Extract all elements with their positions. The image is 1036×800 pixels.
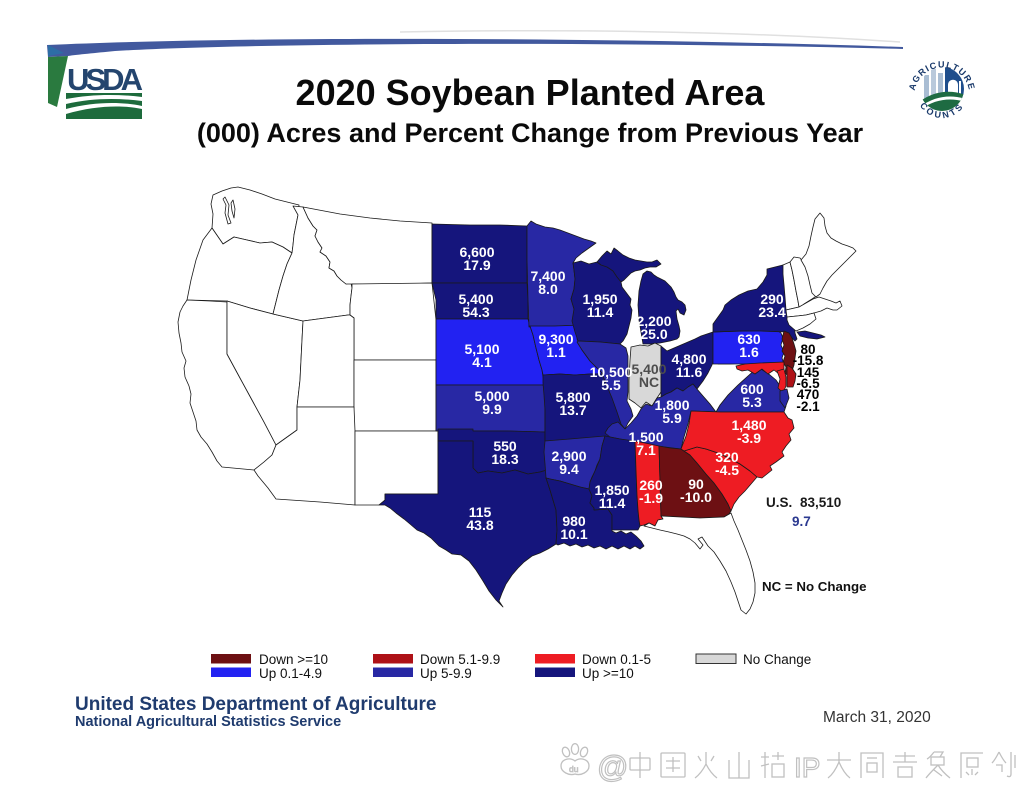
svg-text:-3.9: -3.9	[737, 430, 761, 446]
svg-text:9,300: 9,300	[538, 331, 573, 347]
svg-text:5.3: 5.3	[742, 394, 762, 410]
svg-text:National Agricultural Statisti: National Agricultural Statistics Service	[75, 714, 341, 730]
svg-text:USDA: USDA	[67, 62, 143, 97]
svg-text:Up 0.1-4.9: Up 0.1-4.9	[259, 666, 322, 681]
svg-text:11.6: 11.6	[676, 364, 703, 380]
svg-text:8.0: 8.0	[538, 281, 558, 297]
svg-text:Down 5.1-9.9: Down 5.1-9.9	[420, 652, 500, 667]
svg-text:Down >=10: Down >=10	[259, 652, 328, 667]
svg-text:NC: NC	[639, 374, 659, 390]
svg-text:Up 5-9.9: Up 5-9.9	[420, 666, 472, 681]
svg-text:2,200: 2,200	[636, 313, 671, 329]
svg-text:980: 980	[562, 513, 586, 529]
svg-text:9.4: 9.4	[559, 461, 579, 477]
svg-text:290: 290	[760, 291, 784, 307]
svg-text:2020 Soybean Planted Area: 2020 Soybean Planted Area	[296, 72, 766, 113]
svg-text:6,600: 6,600	[459, 244, 494, 260]
svg-text:600: 600	[740, 381, 764, 397]
svg-text:630: 630	[737, 331, 761, 347]
svg-text:United States Department of Ag: United States Department of Agriculture	[75, 694, 436, 715]
svg-text:470: 470	[797, 387, 820, 402]
svg-text:du: du	[569, 764, 579, 774]
svg-text:54.3: 54.3	[462, 304, 489, 320]
svg-text:-15.8: -15.8	[793, 353, 824, 368]
svg-text:260: 260	[639, 477, 663, 493]
svg-text:5,000: 5,000	[474, 388, 509, 404]
svg-text:Up >=10: Up >=10	[582, 666, 634, 681]
svg-text:90: 90	[688, 476, 704, 492]
svg-text:11.4: 11.4	[599, 495, 626, 511]
svg-text:-1.9: -1.9	[639, 490, 663, 506]
svg-text:1,480: 1,480	[731, 417, 766, 433]
svg-text:1,800: 1,800	[654, 397, 689, 413]
svg-text:No Change: No Change	[743, 652, 811, 667]
svg-text:@: @	[597, 749, 628, 784]
svg-text:9.7: 9.7	[792, 514, 811, 529]
svg-text:5,400: 5,400	[631, 361, 666, 377]
svg-text:-2.1: -2.1	[796, 399, 820, 414]
svg-text:10.1: 10.1	[560, 526, 587, 542]
svg-text:1.1: 1.1	[546, 344, 566, 360]
svg-text:43.8: 43.8	[466, 517, 493, 533]
svg-text:5,400: 5,400	[458, 291, 493, 307]
svg-text:-4.5: -4.5	[715, 462, 739, 478]
svg-text:10,500: 10,500	[590, 364, 633, 380]
svg-text:-6.5: -6.5	[796, 376, 820, 391]
svg-text:1,850: 1,850	[594, 482, 629, 498]
svg-text:Down 0.1-5: Down 0.1-5	[582, 652, 651, 667]
svg-text:9.9: 9.9	[482, 401, 502, 417]
svg-text:115: 115	[469, 504, 492, 520]
svg-text:17.9: 17.9	[463, 257, 490, 273]
svg-text:83,510: 83,510	[800, 495, 841, 510]
svg-text:5,100: 5,100	[464, 341, 499, 357]
svg-text:March 31, 2020: March 31, 2020	[823, 709, 931, 726]
svg-text:7.1: 7.1	[636, 442, 656, 458]
svg-text:18.3: 18.3	[491, 451, 518, 467]
svg-text:25.0: 25.0	[640, 326, 667, 342]
svg-text:80: 80	[800, 342, 815, 357]
svg-text:1,500: 1,500	[628, 429, 663, 445]
svg-text:IP: IP	[794, 752, 820, 783]
svg-text:4.1: 4.1	[472, 354, 492, 370]
svg-text:550: 550	[493, 438, 517, 454]
svg-text:-10.0: -10.0	[680, 489, 712, 505]
svg-text:23.4: 23.4	[758, 304, 785, 320]
svg-text:145: 145	[797, 365, 820, 380]
svg-text:U.S.: U.S.	[766, 495, 792, 510]
svg-text:320: 320	[715, 449, 739, 465]
svg-text:7,400: 7,400	[530, 268, 565, 284]
svg-text:(000) Acres and Percent Change: (000) Acres and Percent Change from Prev…	[197, 118, 864, 148]
svg-text:13.7: 13.7	[559, 402, 586, 418]
svg-text:2,900: 2,900	[551, 448, 586, 464]
svg-text:11.4: 11.4	[587, 304, 614, 320]
svg-text:5.5: 5.5	[601, 377, 621, 393]
svg-text:1.6: 1.6	[739, 344, 759, 360]
svg-text:4,800: 4,800	[671, 351, 706, 367]
svg-text:NC = No Change: NC = No Change	[762, 579, 867, 594]
svg-text:5.9: 5.9	[662, 410, 682, 426]
svg-text:1,950: 1,950	[582, 291, 617, 307]
svg-text:5,800: 5,800	[555, 389, 590, 405]
